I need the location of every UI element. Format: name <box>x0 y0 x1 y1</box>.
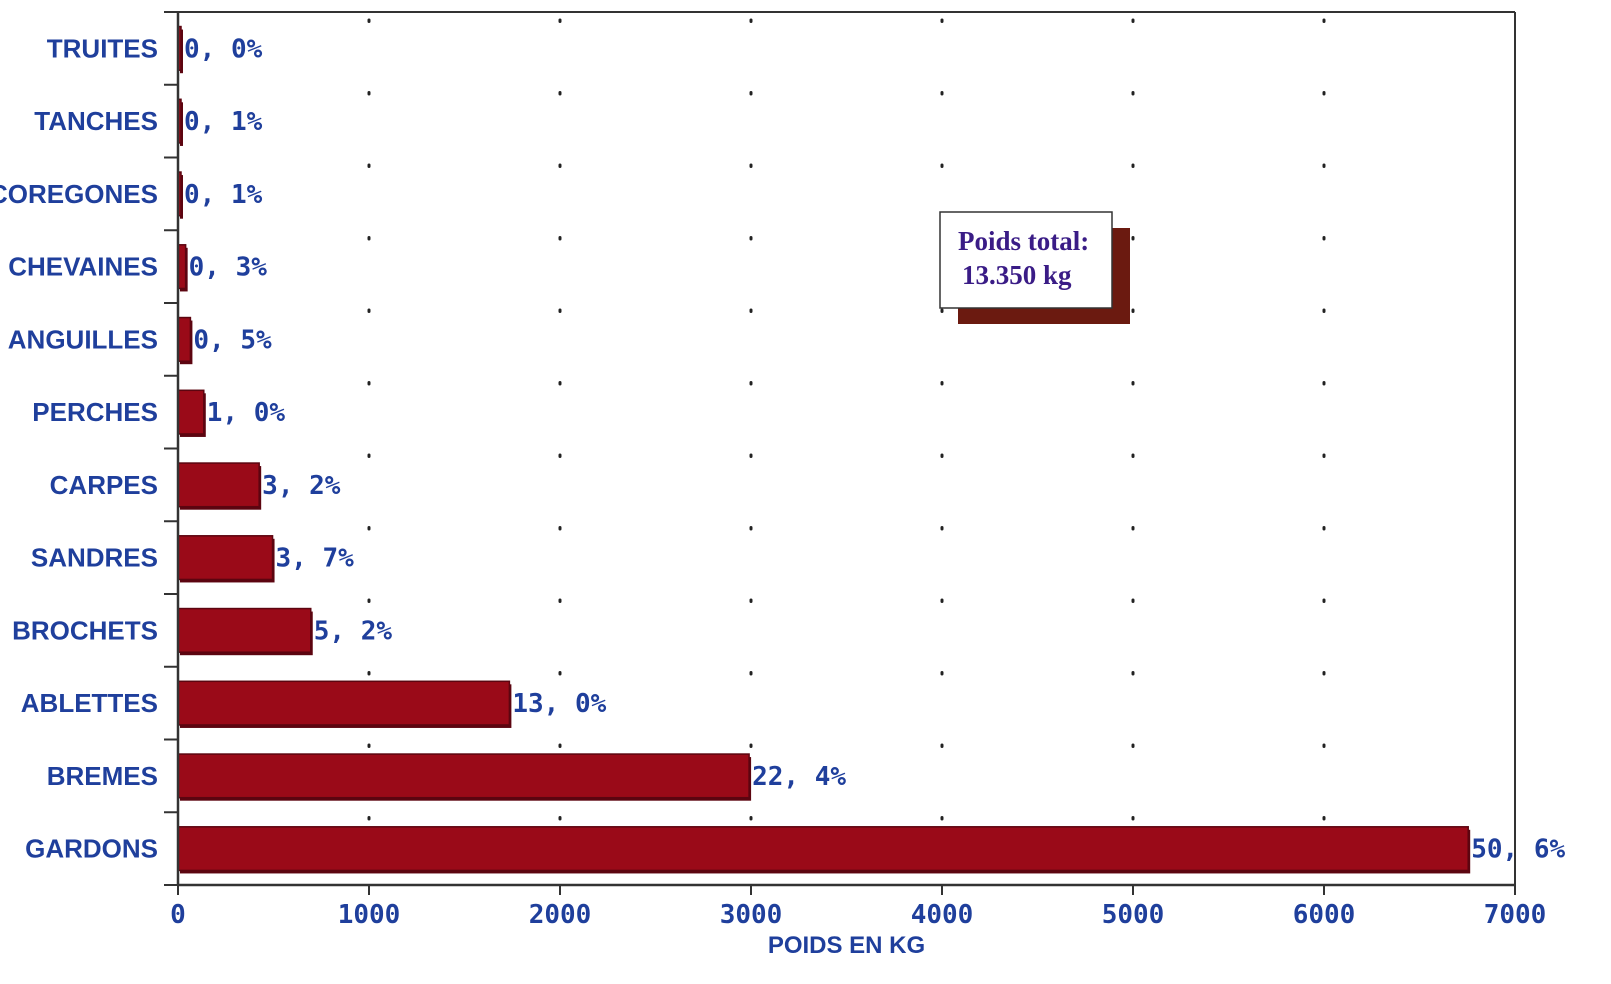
x-tick-label: 6000 <box>1293 900 1356 930</box>
axis-layer <box>164 11 1516 895</box>
bar <box>177 680 511 726</box>
data-label: 22, 4% <box>752 762 846 792</box>
category-label: ABLETTES <box>21 688 158 718</box>
category-label: GARDONS <box>25 834 158 864</box>
x-axis-title: POIDS EN KG <box>768 932 925 959</box>
x-tick-label: 0 <box>170 900 186 930</box>
annotation-box <box>939 211 1113 309</box>
bar <box>177 607 312 653</box>
x-tick-label: 3000 <box>720 900 783 930</box>
category-label: TRUITES <box>47 33 158 63</box>
data-label: 13, 0% <box>512 689 606 719</box>
x-tick-label: 1000 <box>338 900 401 930</box>
annotation-line-1: Poids total: <box>958 226 1089 256</box>
bar <box>177 753 750 799</box>
category-label: ANGUILLES <box>8 324 158 354</box>
grid-layer <box>367 18 1326 887</box>
data-label: 50, 6% <box>1471 835 1565 865</box>
total-weight-annotation: Poids total: 13.350 kg <box>939 211 1130 324</box>
data-label: 3, 7% <box>276 544 355 574</box>
category-label: TANCHES <box>34 106 158 136</box>
x-tick-label: 5000 <box>1102 900 1165 930</box>
bar <box>177 826 1469 872</box>
category-label: CARPES <box>50 470 158 500</box>
x-tick-label: 7000 <box>1484 900 1547 930</box>
labels-layer: 0 1000 2000 3000 4000 5000 6000 7000 TRUITES 0, 0… <box>0 33 1565 930</box>
category-label: CHEVAINES <box>8 252 158 282</box>
bar <box>177 389 205 435</box>
category-label: COREGONES <box>0 179 158 209</box>
bar <box>177 462 260 508</box>
bars-layer <box>177 25 1471 874</box>
annotation-line-2: 13.350 kg <box>962 260 1072 290</box>
data-label: 0, 1% <box>184 107 263 137</box>
data-label: 0, 5% <box>193 325 272 355</box>
data-label: 0, 1% <box>184 180 263 210</box>
data-label: 0, 3% <box>189 253 268 283</box>
data-label: 0, 0% <box>184 34 263 64</box>
x-tick-label: 2000 <box>529 900 592 930</box>
data-label: 3, 2% <box>262 471 341 501</box>
bar <box>177 535 274 581</box>
category-label: PERCHES <box>32 397 158 427</box>
category-label: SANDRES <box>31 543 158 573</box>
x-tick-label: 4000 <box>911 900 974 930</box>
data-label: 1, 0% <box>207 398 286 428</box>
category-label: BREMES <box>47 761 158 791</box>
category-label: BROCHETS <box>12 615 158 645</box>
bar <box>177 316 192 362</box>
data-label: 5, 2% <box>314 616 393 646</box>
